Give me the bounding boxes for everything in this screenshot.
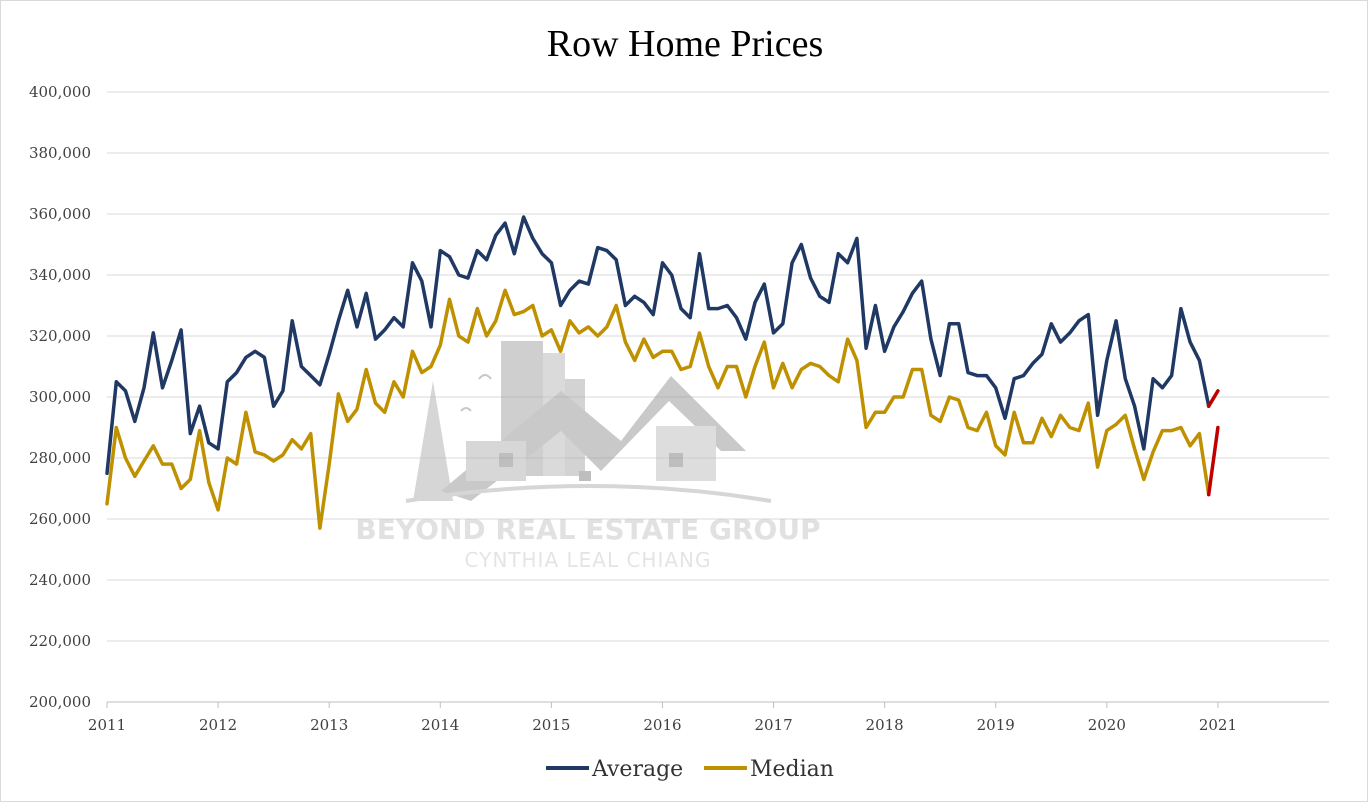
x-axis-ticks: 2011 2012 2013 2014 2015 2016 2017 2018 2019 2020… bbox=[88, 702, 1237, 734]
series-lines bbox=[105, 215, 1220, 530]
x-tick-label: 2016 bbox=[643, 716, 681, 734]
house-skyline-logo-icon bbox=[405, 341, 772, 503]
x-tick-label: 2013 bbox=[310, 716, 348, 734]
watermark-logo: BEYOND REAL ESTATE GROUP CYNTHIA LEAL CH… bbox=[355, 341, 821, 572]
y-tick-label: 220,000 bbox=[29, 632, 91, 650]
grid-lines bbox=[107, 91, 1329, 703]
y-tick-label: 200,000 bbox=[29, 693, 91, 711]
x-tick-label: 2018 bbox=[866, 716, 904, 734]
watermark-line1: BEYOND REAL ESTATE GROUP bbox=[355, 513, 820, 546]
chart-title: Row Home Prices bbox=[547, 23, 824, 65]
y-tick-label: 240,000 bbox=[29, 571, 91, 589]
x-tick-label: 2019 bbox=[977, 716, 1015, 734]
y-tick-label: 260,000 bbox=[29, 510, 91, 528]
x-tick-label: 2012 bbox=[199, 716, 237, 734]
y-tick-label: 280,000 bbox=[29, 449, 91, 467]
legend: Average Median bbox=[546, 757, 834, 782]
series-line-median bbox=[105, 288, 1211, 530]
x-tick-label: 2017 bbox=[754, 716, 792, 734]
x-tick-label: 2014 bbox=[421, 716, 459, 734]
legend-label-median: Median bbox=[750, 757, 834, 782]
y-tick-label: 360,000 bbox=[29, 205, 91, 223]
legend-label-average: Average bbox=[591, 757, 683, 782]
x-tick-label: 2021 bbox=[1199, 716, 1237, 734]
x-tick-label: 2015 bbox=[532, 716, 570, 734]
x-tick-label: 2020 bbox=[1088, 716, 1126, 734]
y-tick-label: 320,000 bbox=[29, 327, 91, 345]
x-tick-label: 2011 bbox=[88, 716, 126, 734]
series-highlight-median bbox=[1206, 425, 1220, 497]
y-tick-label: 300,000 bbox=[29, 388, 91, 406]
y-axis-ticks: 200,000 220,000 240,000 260,000 280,000 300,0… bbox=[29, 83, 91, 711]
y-tick-label: 340,000 bbox=[29, 266, 91, 284]
y-tick-label: 380,000 bbox=[29, 144, 91, 162]
series-highlight-average bbox=[1206, 389, 1220, 408]
watermark-line2: CYNTHIA LEAL CHIANG bbox=[465, 548, 712, 572]
y-tick-label: 400,000 bbox=[29, 83, 91, 101]
series-line-average bbox=[105, 215, 1211, 476]
